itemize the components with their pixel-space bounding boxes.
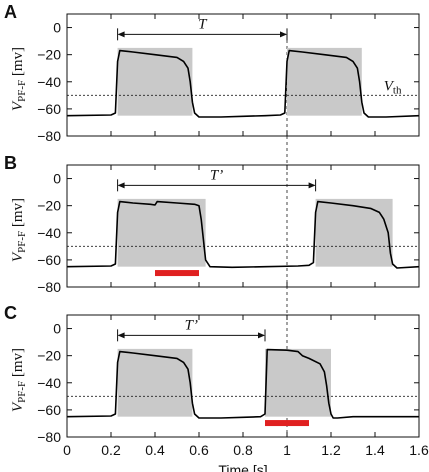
period-arrowhead-left — [117, 182, 125, 189]
y-axis-label-main: V — [10, 251, 26, 262]
shade-region-1 — [117, 47, 193, 116]
panel-label: B — [4, 153, 17, 173]
x-tick-label: 0 — [63, 442, 71, 458]
voltage-trace — [66, 348, 419, 419]
stimulus-bar — [265, 420, 309, 427]
x-tick-label: 0.6 — [189, 442, 209, 458]
y-axis-label-main: V — [10, 401, 26, 412]
y-axis-label-sub: PF-F — [16, 231, 28, 253]
voltage-trace — [66, 49, 420, 118]
panel-b: T’ 0 −20 −40 −60 −80 B VPF-F [mv] — [4, 153, 420, 295]
x-axis-label: Time [s] — [218, 462, 267, 472]
x-tick-label: 1.4 — [365, 442, 385, 458]
x-tick-label: 0.4 — [145, 442, 165, 458]
y-axis-label: VPF-F [mv] — [10, 198, 28, 262]
shade-region-2 — [287, 47, 362, 116]
voltage-trace — [66, 200, 420, 269]
y-tick-label: −20 — [37, 348, 61, 364]
stimulus-bar — [155, 270, 199, 277]
y-axis-label: VPF-F [mv] — [10, 47, 28, 111]
y-axis-label: VPF-F [mv] — [10, 348, 28, 412]
period-label: T — [198, 16, 208, 32]
shade-region-1 — [117, 198, 206, 267]
panel-label: C — [4, 303, 17, 323]
y-tick-label: −80 — [37, 128, 61, 144]
y-axis-label-main: V — [10, 100, 26, 111]
y-tick-label: 0 — [53, 171, 61, 187]
y-tick-label: −60 — [37, 402, 61, 418]
y-tick-label: −60 — [37, 101, 61, 117]
panel-label: A — [4, 2, 17, 22]
y-tick-label: −40 — [37, 375, 61, 391]
shade-region-2 — [265, 348, 331, 417]
shade-region-2 — [315, 198, 393, 267]
y-tick-label: −60 — [37, 252, 61, 268]
period-arrowhead-right — [280, 31, 287, 38]
y-tick-label: 0 — [53, 321, 61, 337]
period-arrowhead-right — [308, 182, 316, 189]
y-tick-label: −40 — [37, 74, 61, 90]
y-tick-label: 0 — [53, 20, 61, 36]
period-arrowhead-left — [117, 31, 125, 38]
period-label: T’ — [185, 317, 198, 333]
y-tick-label: −20 — [37, 47, 61, 63]
period-arrowhead-right — [258, 332, 265, 339]
y-tick-label: −80 — [37, 429, 61, 445]
x-tick-label: 0.2 — [101, 442, 121, 458]
y-axis-label-sub: PF-F — [16, 80, 28, 102]
threshold-label-main: V — [384, 78, 395, 94]
x-tick-label: 1.2 — [321, 442, 341, 458]
y-axis-label-sub: PF-F — [16, 381, 28, 403]
threshold-label-sub: th — [393, 84, 402, 96]
period-arrowhead-left — [117, 332, 125, 339]
y-axis-label-unit: [mv] — [10, 348, 26, 381]
y-tick-label: −40 — [37, 225, 61, 241]
y-tick-label: −20 — [37, 198, 61, 214]
period-label: T’ — [210, 167, 223, 183]
y-tick-label: −80 — [37, 279, 61, 295]
threshold-label: Vth — [384, 78, 402, 96]
y-axis-label-unit: [mv] — [10, 198, 26, 231]
y-axis-label-unit: [mv] — [10, 47, 26, 80]
panel-c: T’ 0 −20 −40 −60 −80 C VPF-F [mv] — [4, 303, 420, 445]
shade-region-1 — [117, 348, 193, 417]
x-tick-label: 1 — [283, 442, 291, 458]
x-tick-label: 1.6 — [409, 442, 429, 458]
x-tick-label: 0.8 — [233, 442, 253, 458]
